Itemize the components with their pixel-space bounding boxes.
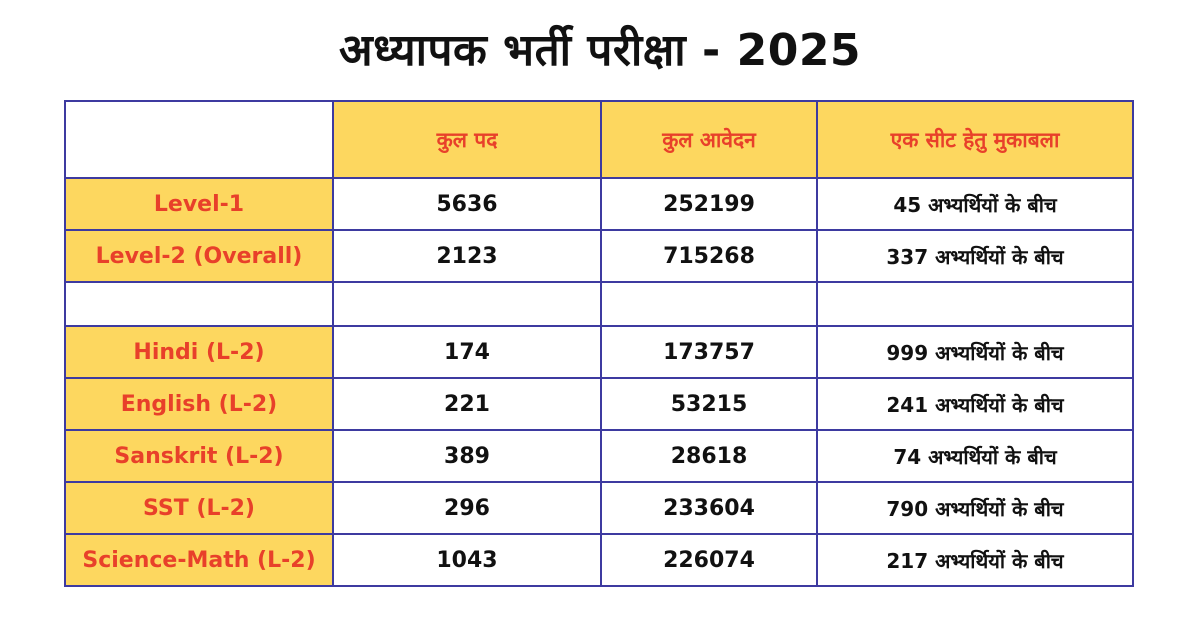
spacer-cell — [816, 281, 1134, 327]
recruitment-table: कुल पद कुल आवेदन एक सीट हेतु मुकाबला Lev… — [64, 100, 1134, 587]
table-row: Sanskrit (L-2) 389 28618 74 अभ्यर्थियों … — [64, 429, 1134, 483]
spacer-row — [64, 281, 1134, 327]
posts-cell: 389 — [332, 429, 602, 483]
posts-cell: 174 — [332, 325, 602, 379]
row-label: Hindi (L-2) — [64, 325, 334, 379]
header-competition-per-seat: एक सीट हेतु मुकाबला — [816, 100, 1134, 179]
row-label: SST (L-2) — [64, 481, 334, 535]
header-total-applications: कुल आवेदन — [600, 100, 818, 179]
table-header-row: कुल पद कुल आवेदन एक सीट हेतु मुकाबला — [64, 100, 1134, 179]
table-row: Science-Math (L-2) 1043 226074 217 अभ्यर… — [64, 533, 1134, 587]
applications-cell: 252199 — [600, 177, 818, 231]
competition-cell: 999 अभ्यर्थियों के बीच — [816, 325, 1134, 379]
row-label: Sanskrit (L-2) — [64, 429, 334, 483]
posts-cell: 2123 — [332, 229, 602, 283]
table-row: Hindi (L-2) 174 173757 999 अभ्यर्थियों क… — [64, 325, 1134, 379]
applications-cell: 226074 — [600, 533, 818, 587]
table-row: Level-1 5636 252199 45 अभ्यर्थियों के बी… — [64, 177, 1134, 231]
spacer-cell — [64, 281, 334, 327]
competition-cell: 74 अभ्यर्थियों के बीच — [816, 429, 1134, 483]
competition-cell: 337 अभ्यर्थियों के बीच — [816, 229, 1134, 283]
posts-cell: 221 — [332, 377, 602, 431]
row-label: Level-2 (Overall) — [64, 229, 334, 283]
spacer-cell — [332, 281, 602, 327]
posts-cell: 5636 — [332, 177, 602, 231]
posts-cell: 296 — [332, 481, 602, 535]
row-label: Level-1 — [64, 177, 334, 231]
page-title: अध्यापक भर्ती परीक्षा - 2025 — [338, 25, 862, 76]
posts-cell: 1043 — [332, 533, 602, 587]
competition-cell: 241 अभ्यर्थियों के बीच — [816, 377, 1134, 431]
table-row: Level-2 (Overall) 2123 715268 337 अभ्यर्… — [64, 229, 1134, 283]
competition-cell: 790 अभ्यर्थियों के बीच — [816, 481, 1134, 535]
row-label: Science-Math (L-2) — [64, 533, 334, 587]
applications-cell: 53215 — [600, 377, 818, 431]
row-label: English (L-2) — [64, 377, 334, 431]
header-corner-cell — [64, 100, 334, 179]
applications-cell: 28618 — [600, 429, 818, 483]
table-row: English (L-2) 221 53215 241 अभ्यर्थियों … — [64, 377, 1134, 431]
spacer-cell — [600, 281, 818, 327]
header-total-posts: कुल पद — [332, 100, 602, 179]
applications-cell: 715268 — [600, 229, 818, 283]
table-row: SST (L-2) 296 233604 790 अभ्यर्थियों के … — [64, 481, 1134, 535]
competition-cell: 217 अभ्यर्थियों के बीच — [816, 533, 1134, 587]
competition-cell: 45 अभ्यर्थियों के बीच — [816, 177, 1134, 231]
applications-cell: 173757 — [600, 325, 818, 379]
applications-cell: 233604 — [600, 481, 818, 535]
